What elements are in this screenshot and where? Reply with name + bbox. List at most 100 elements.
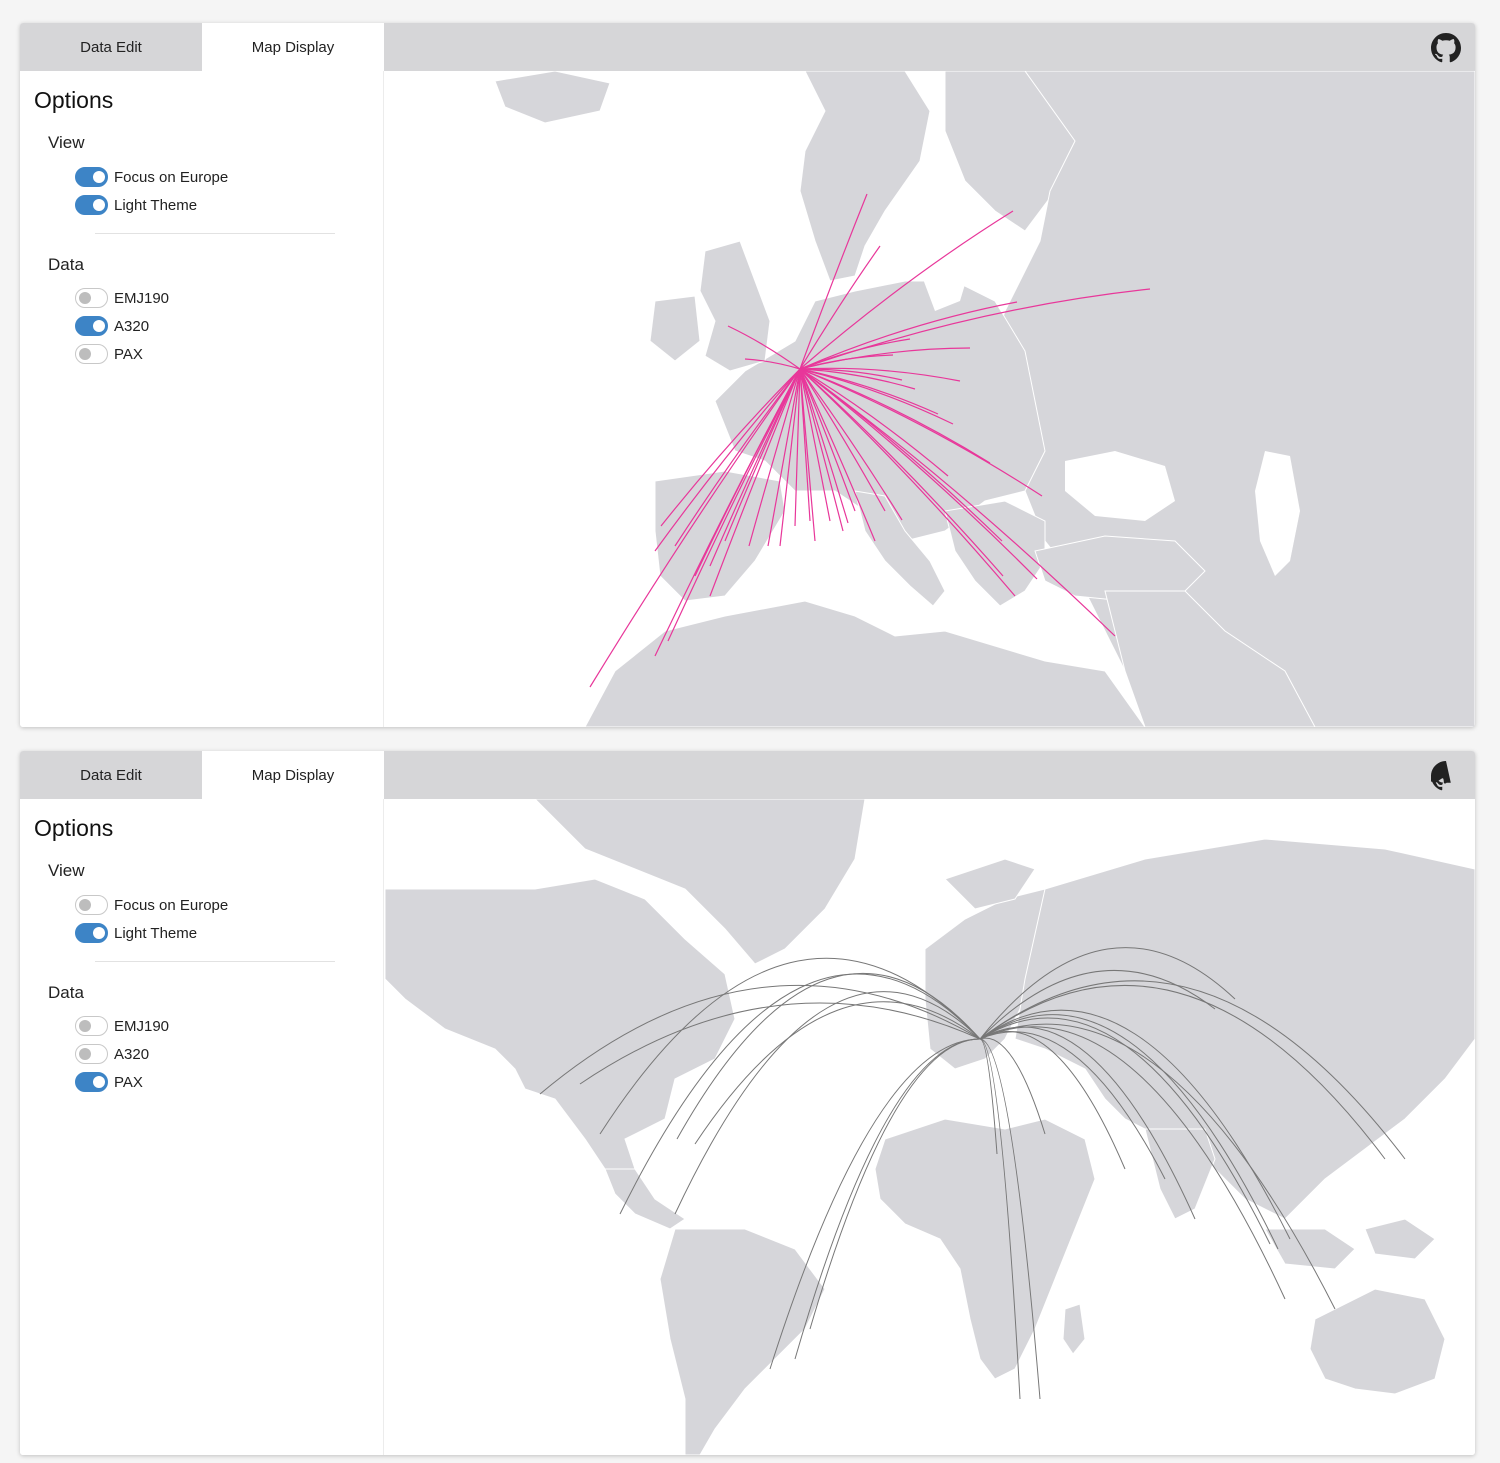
route-line: [619, 973, 981, 1215]
route-line: [660, 368, 801, 527]
toggle-light-theme[interactable]: Light Theme: [75, 921, 197, 945]
toggle-label: Light Theme: [114, 196, 198, 214]
options-title: Options: [34, 87, 114, 113]
route-line: [799, 368, 856, 512]
route-line: [799, 368, 886, 512]
toggle-pax[interactable]: PAX: [75, 1070, 143, 1094]
route-line: [799, 368, 916, 390]
route-line: [748, 368, 801, 547]
toggle-label: A320: [114, 1045, 150, 1063]
route-line: [799, 210, 1014, 370]
tab-data-edit[interactable]: Data Edit: [80, 766, 142, 784]
tab-map-display[interactable]: Map Display: [202, 23, 384, 71]
github-icon[interactable]: [1431, 33, 1461, 63]
switch[interactable]: [75, 1016, 108, 1036]
route-line: [654, 368, 801, 552]
toggle-label: EMJ190: [114, 1017, 170, 1035]
route-line: [654, 368, 801, 657]
route-line: [799, 338, 911, 370]
tab-map-display[interactable]: Map Display: [202, 751, 384, 799]
map-display-europe[interactable]: [385, 71, 1475, 727]
options-title: Options: [34, 815, 114, 841]
route-line: [799, 368, 903, 381]
route-line: [799, 368, 844, 532]
route-line: [589, 368, 801, 688]
route-line: [667, 368, 801, 642]
divider: [95, 233, 335, 234]
toggle-label: Focus on Europe: [114, 896, 229, 914]
switch[interactable]: [75, 895, 108, 915]
switch[interactable]: [75, 923, 108, 943]
route-line: [799, 368, 831, 522]
switch[interactable]: [75, 288, 108, 308]
route-line: [767, 368, 801, 547]
toggle-label: A320: [114, 317, 150, 335]
toggle-emj190[interactable]: EMJ190: [75, 1014, 169, 1038]
toggle-focus-on-europe[interactable]: Focus on Europe: [75, 893, 228, 917]
land-masses: [494, 71, 1475, 727]
route-line: [779, 368, 801, 547]
toggle-a320[interactable]: A320: [75, 314, 149, 338]
route-line: [674, 368, 801, 547]
route-line: [979, 1026, 1286, 1300]
pax-routes: [539, 947, 1406, 1400]
map-canvas[interactable]: [385, 71, 1475, 727]
route-line: [709, 368, 801, 567]
switch[interactable]: [75, 316, 108, 336]
route-line: [979, 1037, 1046, 1135]
route-line: [979, 1038, 1021, 1400]
route-line: [799, 368, 1043, 497]
route-line: [799, 368, 1116, 637]
tab-bar: Data Edit Map Display: [20, 751, 1475, 799]
github-icon[interactable]: [1431, 761, 1461, 791]
land-masses: [385, 799, 1475, 1455]
view-section-title: View: [48, 133, 85, 152]
switch[interactable]: [75, 167, 108, 187]
toggle-light-theme[interactable]: Light Theme: [75, 193, 197, 217]
map-canvas[interactable]: [385, 799, 1475, 1455]
switch[interactable]: [75, 195, 108, 215]
route-line: [979, 969, 1216, 1040]
route-line: [709, 368, 801, 597]
route-line: [799, 368, 1038, 580]
map-display-world[interactable]: [385, 799, 1475, 1455]
toggle-label: Light Theme: [114, 924, 198, 942]
switch[interactable]: [75, 344, 108, 364]
toggle-emj190[interactable]: EMJ190: [75, 286, 169, 310]
route-line: [799, 368, 876, 542]
route-line: [799, 368, 1016, 597]
route-line: [799, 368, 949, 477]
water-bodies: [920, 211, 1300, 576]
toggle-pax[interactable]: PAX: [75, 342, 143, 366]
route-line: [979, 980, 1406, 1160]
route-line: [579, 1002, 981, 1085]
data-section-title: Data: [48, 255, 84, 274]
route-line: [979, 1038, 998, 1155]
toggle-a320[interactable]: A320: [75, 1042, 149, 1066]
route-line: [676, 973, 981, 1140]
options-sidebar: Options View Focus on Europe Light Theme…: [20, 799, 384, 1455]
options-sidebar: Options View Focus on Europe Light Theme…: [20, 71, 384, 727]
route-line: [744, 358, 801, 370]
route-line: [979, 985, 1386, 1160]
switch[interactable]: [75, 1072, 108, 1092]
route-line: [794, 368, 801, 527]
map-app-panel-europe: Data Edit Map Display Options View Focus…: [20, 23, 1475, 727]
route-line: [979, 1038, 1041, 1400]
route-line: [799, 245, 881, 370]
route-line: [799, 368, 816, 542]
toggle-focus-on-europe[interactable]: Focus on Europe: [75, 165, 228, 189]
route-line: [799, 354, 894, 370]
tab-bar: Data Edit Map Display: [20, 23, 1475, 71]
route-line: [979, 947, 1236, 1040]
toggle-label: PAX: [114, 345, 143, 363]
route-line: [799, 367, 961, 382]
tab-data-edit[interactable]: Data Edit: [80, 38, 142, 56]
view-section-title: View: [48, 861, 85, 880]
map-app-panel-world: Data Edit Map Display Options View Focus…: [20, 751, 1475, 1455]
switch[interactable]: [75, 1044, 108, 1064]
route-line: [674, 991, 981, 1215]
toggle-label: PAX: [114, 1073, 143, 1091]
toggle-label: Focus on Europe: [114, 168, 229, 186]
route-line: [799, 368, 849, 524]
